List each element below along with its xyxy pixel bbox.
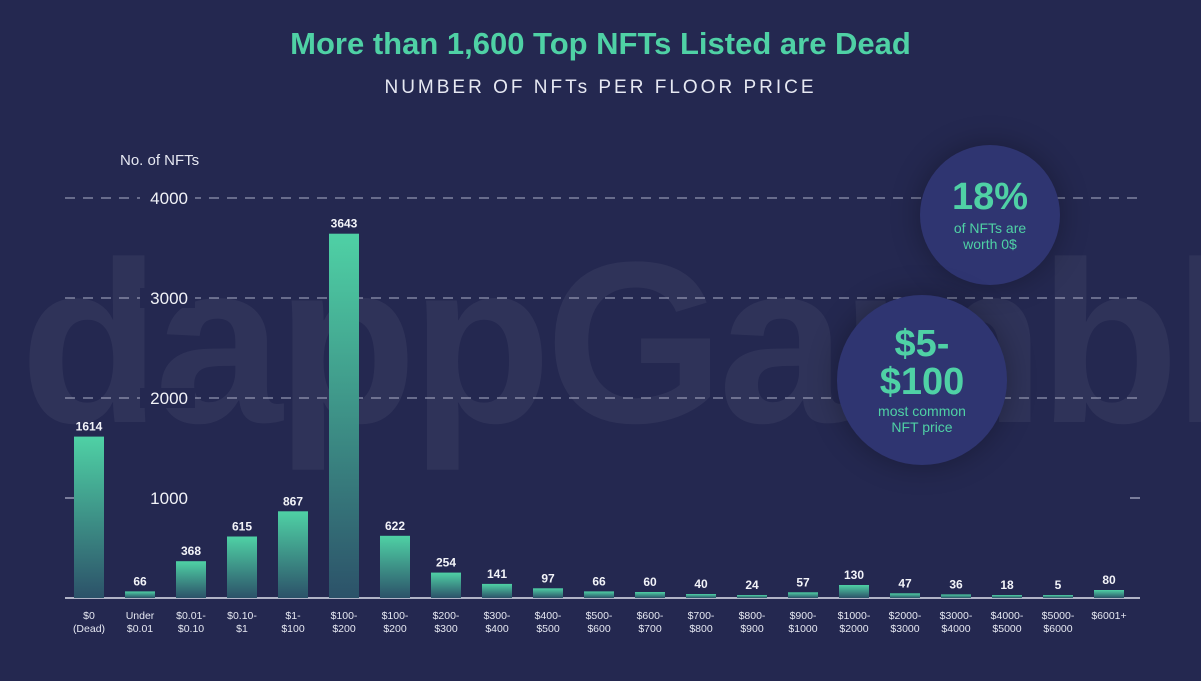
bar	[1043, 595, 1073, 598]
data-label: 615	[232, 520, 252, 534]
x-tick-label: $5000-$6000	[1042, 610, 1075, 635]
data-label: 97	[541, 571, 555, 585]
bar	[278, 511, 308, 598]
data-label: 5	[1055, 578, 1062, 592]
x-tick-label: $4000-$5000	[991, 610, 1024, 635]
callout-dead-share: 18% of NFTs are worth 0$	[920, 145, 1060, 285]
data-label: 40	[694, 577, 708, 591]
x-tick-label: $100-$200	[331, 610, 358, 635]
bar	[941, 594, 971, 598]
data-label: 130	[844, 568, 864, 582]
data-label: 36	[949, 577, 963, 591]
x-tick-label: $200-$300	[433, 610, 460, 635]
y-tick-label: 4000	[150, 189, 188, 208]
bar	[788, 592, 818, 598]
data-label: 141	[487, 567, 507, 581]
bar	[584, 591, 614, 598]
data-label: 60	[643, 575, 657, 589]
x-tick-label: $0.10-$1	[227, 610, 257, 635]
data-label: 57	[796, 575, 810, 589]
tick-label-bg	[140, 188, 195, 208]
y-tick-label: 1000	[150, 489, 188, 508]
bar	[890, 593, 920, 598]
x-tick-label: $100-$200	[382, 610, 409, 635]
bar	[686, 594, 716, 598]
chart-subtitle: NUMBER OF NFTs PER FLOOR PRICE	[384, 77, 817, 98]
tick-label-bg	[140, 488, 195, 508]
x-tick-label: $6001+	[1091, 610, 1126, 622]
x-tick-label: $3000-$4000	[940, 610, 973, 635]
bar	[839, 585, 869, 598]
callout-common-price: $5- $100 most common NFT price	[837, 295, 1007, 465]
x-tick-label: $400-$500	[535, 610, 562, 635]
x-tick-label: $0.01-$0.10	[176, 610, 206, 635]
bar	[533, 588, 563, 598]
tick-label-bg	[140, 288, 195, 308]
data-label: 66	[133, 574, 147, 588]
callout-headline: $5- $100	[879, 322, 965, 403]
y-tick-label: 3000	[150, 289, 188, 308]
x-tick-label: $0 (Dead)	[73, 610, 105, 635]
x-tick-label: $1000-$2000	[838, 610, 871, 635]
bar	[635, 592, 665, 598]
callout-text: of NFTs are worth 0$	[953, 219, 1027, 252]
bar	[329, 233, 359, 598]
data-label: 867	[283, 494, 303, 508]
tick-label-bg	[140, 388, 195, 408]
bar	[992, 595, 1022, 598]
bar	[482, 583, 512, 598]
data-label: 24	[745, 578, 759, 592]
bar	[431, 572, 461, 598]
data-label: 1614	[76, 420, 103, 434]
bar	[74, 436, 104, 598]
y-tick-label: 2000	[150, 389, 188, 408]
bar	[176, 561, 206, 598]
x-tick-label: $600-$700	[637, 610, 664, 635]
data-label: 47	[898, 576, 912, 590]
bar	[1094, 590, 1124, 598]
data-label: 3643	[331, 217, 358, 231]
bar	[125, 591, 155, 598]
data-label: 622	[385, 519, 405, 533]
x-tick-label: $300-$400	[484, 610, 511, 635]
callout-text: most common NFT price	[878, 402, 966, 435]
data-label: 368	[181, 544, 201, 558]
data-label: 18	[1000, 578, 1014, 592]
bar	[737, 595, 767, 598]
data-label: 80	[1102, 573, 1116, 587]
x-tick-label: $700-$800	[688, 610, 715, 635]
x-tick-label: $2000-$3000	[889, 610, 922, 635]
y-axis-label: No. of NFTs	[120, 152, 199, 169]
bar	[380, 535, 410, 598]
x-tick-label: $900-$1000	[788, 610, 817, 635]
x-tick-label: $1-$100	[281, 610, 305, 635]
x-tick-label: $800-$900	[739, 610, 766, 635]
x-tick-label: Under $0.01	[126, 610, 155, 635]
bar	[227, 536, 257, 598]
data-label: 254	[436, 556, 456, 570]
chart-title: More than 1,600 Top NFTs Listed are Dead	[290, 26, 911, 61]
callout-headline: 18%	[951, 175, 1029, 218]
x-tick-label: $500-$600	[586, 610, 613, 635]
data-label: 66	[592, 574, 606, 588]
